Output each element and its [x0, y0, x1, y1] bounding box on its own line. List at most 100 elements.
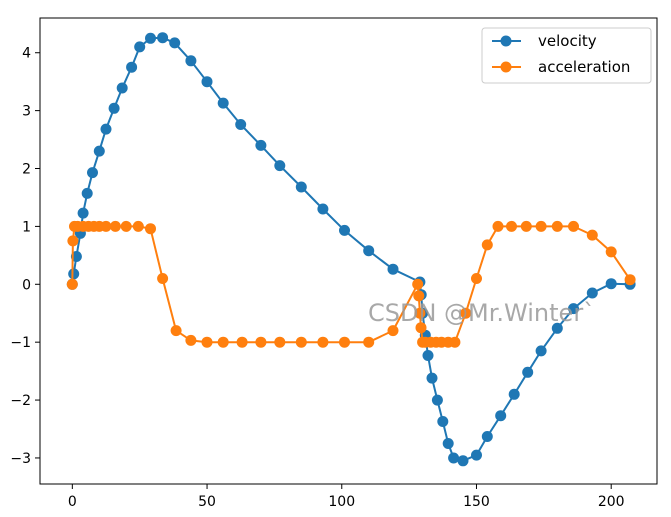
acceleration-point — [387, 325, 399, 337]
legend: velocity acceleration — [481, 27, 652, 84]
velocity-point — [134, 41, 146, 53]
acceleration-point — [66, 278, 78, 290]
acceleration-point — [605, 246, 617, 258]
acceleration-point — [460, 307, 472, 319]
acceleration-point — [624, 274, 636, 286]
velocity-point — [522, 366, 534, 378]
x-tick-label: 200 — [598, 494, 625, 510]
legend-box — [481, 27, 652, 84]
velocity-point — [535, 345, 547, 357]
acceleration-point — [471, 273, 482, 284]
acceleration-point — [274, 336, 286, 348]
y-tick-label: 1 — [22, 219, 31, 235]
acceleration-point — [145, 223, 156, 235]
velocity-point — [126, 61, 138, 73]
legend-marker-acceleration — [500, 61, 512, 73]
velocity-point — [471, 449, 482, 461]
acceleration-point — [185, 334, 197, 346]
acceleration-point — [317, 336, 329, 348]
velocity-point — [437, 416, 449, 427]
velocity-point — [422, 350, 434, 361]
velocity-point — [274, 160, 286, 172]
velocity-point — [295, 181, 307, 193]
acceleration-point — [568, 220, 579, 232]
x-tick-label: 50 — [198, 494, 216, 510]
acceleration-point — [132, 220, 144, 232]
velocity-point — [551, 322, 563, 334]
velocity-point — [363, 245, 375, 257]
acceleration-point — [412, 278, 424, 290]
acceleration-point — [415, 322, 427, 334]
velocity-point — [77, 207, 89, 219]
velocity-point — [201, 76, 213, 88]
velocity-point — [495, 410, 507, 422]
y-tick-label: 2 — [22, 162, 31, 178]
velocity-point — [116, 82, 128, 94]
velocity-point — [426, 372, 438, 384]
acceleration-point — [157, 273, 169, 284]
acceleration-point — [295, 336, 307, 348]
velocity-point — [87, 167, 98, 179]
acceleration-point — [551, 220, 563, 232]
acceleration-point — [481, 239, 493, 251]
series-acceleration — [66, 220, 636, 348]
velocity-point — [339, 224, 350, 236]
acceleration-point — [492, 220, 504, 232]
velocity-point — [448, 452, 460, 464]
acceleration-point — [535, 220, 547, 232]
velocity-point — [217, 97, 229, 109]
acceleration-point — [414, 307, 426, 319]
x-axis: 0 50 100 150 200 — [68, 484, 625, 510]
velocity-point — [431, 394, 443, 406]
velocity-point — [81, 187, 93, 199]
velocity-point — [68, 268, 80, 280]
velocity-point — [457, 455, 469, 467]
velocity-point — [100, 123, 112, 135]
velocity-point — [568, 303, 579, 315]
legend-label-acceleration: acceleration — [538, 58, 630, 76]
acceleration-point — [109, 220, 121, 232]
acceleration-point — [255, 336, 267, 348]
velocity-point — [481, 431, 493, 442]
y-tick-label: 4 — [22, 46, 31, 62]
legend-marker-velocity — [500, 35, 512, 47]
y-tick-label: 3 — [22, 104, 31, 120]
velocity-point — [317, 203, 329, 215]
acceleration-point — [506, 220, 517, 232]
series-layer — [66, 32, 636, 467]
velocity-point — [157, 32, 169, 44]
y-tick-label: 0 — [22, 277, 31, 293]
y-axis: −3 −2 −1 0 1 2 3 4 — [10, 46, 40, 467]
velocity-point — [508, 388, 520, 400]
velocity-point — [145, 32, 156, 44]
velocity-point — [387, 263, 399, 275]
x-tick-label: 150 — [463, 494, 490, 510]
acceleration-point — [67, 235, 79, 247]
acceleration-point — [100, 220, 112, 232]
legend-label-velocity: velocity — [538, 32, 597, 50]
acceleration-point — [413, 290, 425, 302]
acceleration-point — [449, 336, 461, 348]
velocity-point — [108, 102, 120, 114]
plot-area — [39, 17, 658, 485]
acceleration-point — [120, 220, 132, 232]
x-tick-label: 0 — [68, 494, 77, 510]
velocity-point — [235, 119, 247, 130]
acceleration-point — [236, 336, 248, 348]
velocity-point — [93, 145, 105, 157]
acceleration-point — [363, 336, 375, 348]
velocity-point — [169, 37, 181, 49]
velocity-point — [605, 278, 617, 290]
acceleration-point — [520, 220, 532, 232]
acceleration-point — [170, 325, 182, 337]
y-tick-label: −1 — [10, 335, 31, 351]
acceleration-point — [201, 336, 213, 348]
watermark-text: CSDN @Mr.Winter` — [368, 299, 595, 327]
x-tick-label: 100 — [328, 494, 355, 510]
acceleration-point — [586, 229, 598, 241]
velocity-point — [255, 139, 267, 151]
velocity-point — [586, 287, 598, 299]
acceleration-point — [217, 336, 229, 348]
velocity-point — [442, 438, 454, 449]
